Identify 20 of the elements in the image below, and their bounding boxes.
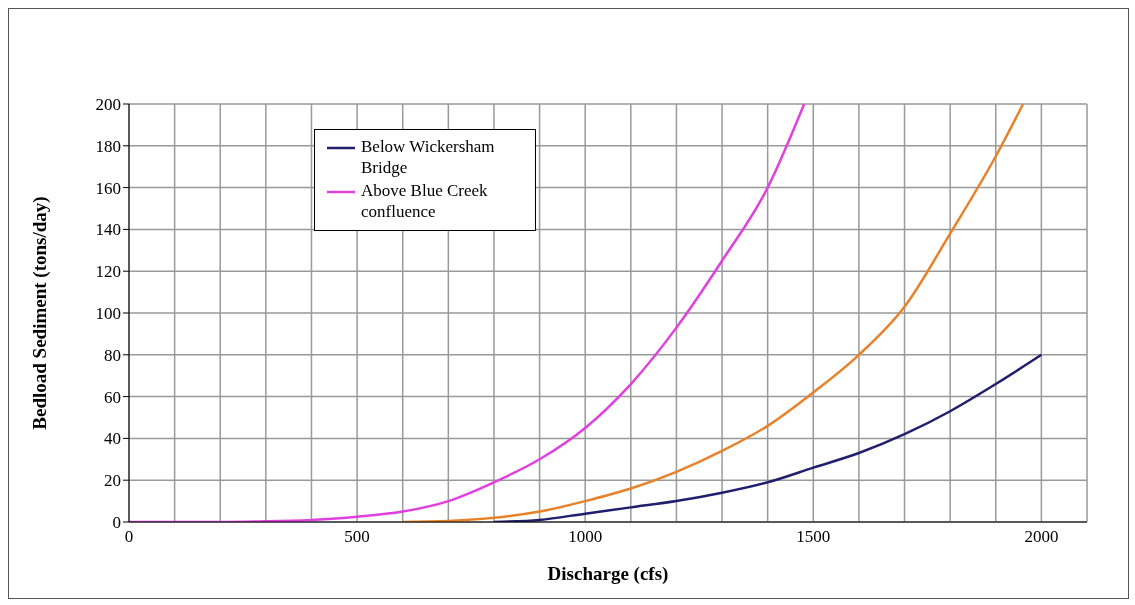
legend-label: Above Blue Creek confluence: [361, 180, 489, 222]
y-tick-label: 80: [104, 345, 121, 365]
y-tick-label: 200: [95, 95, 121, 115]
y-tick-label: 140: [95, 220, 121, 240]
x-tick-label: 1500: [796, 527, 831, 547]
x-tick-label: 0: [124, 527, 134, 547]
y-tick-label: 40: [104, 429, 121, 449]
y-tick-label: 0: [112, 513, 121, 533]
y-tick-label: 60: [104, 387, 121, 407]
y-axis-title: Bedload Sediment (tons/day): [28, 196, 51, 430]
y-tick-label: 180: [95, 136, 121, 156]
x-tick-label: 2000: [1024, 527, 1059, 547]
legend-label: Below Wickersham Bridge: [361, 136, 496, 178]
y-tick-label: 20: [104, 471, 121, 491]
x-tick-label: 1000: [568, 527, 603, 547]
x-tick-label: 500: [344, 527, 370, 547]
y-tick-label: 120: [95, 262, 121, 282]
y-tick-label: 100: [95, 304, 121, 324]
x-axis-title: Discharge (cfs): [547, 563, 669, 585]
y-tick-label: 160: [95, 178, 121, 198]
